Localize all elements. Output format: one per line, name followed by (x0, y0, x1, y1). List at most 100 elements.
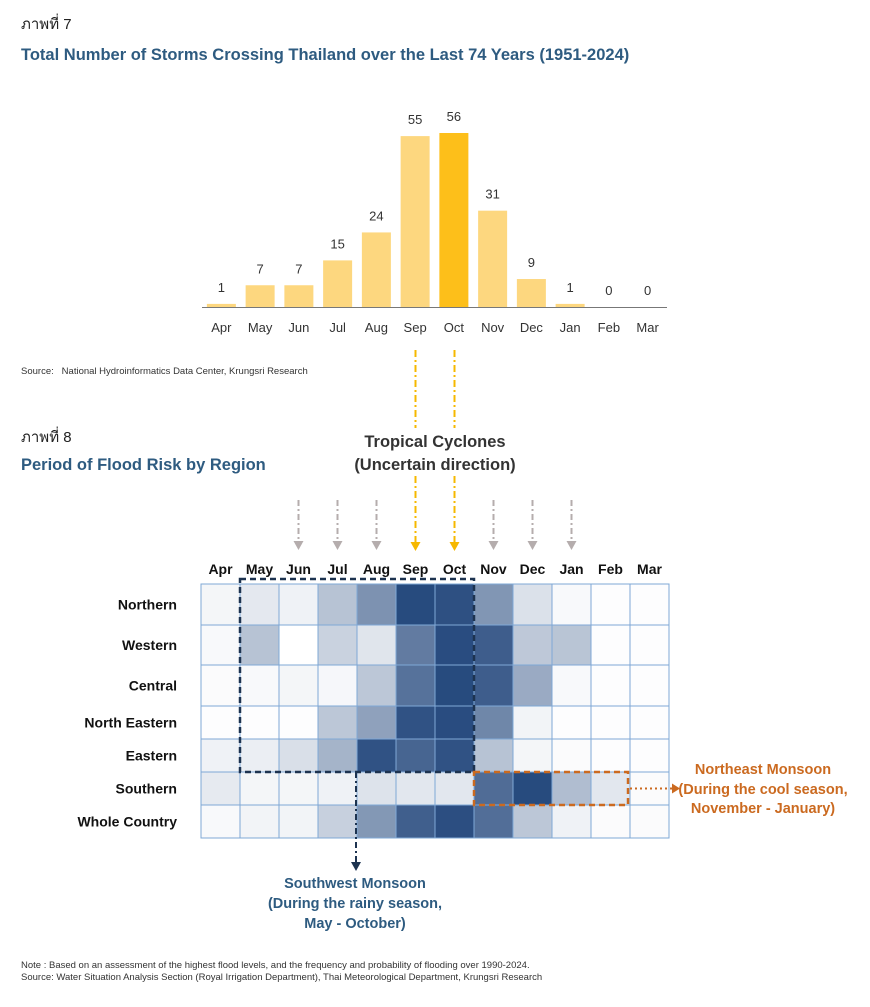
bar-value-label: 0 (605, 283, 612, 298)
heatmap-cell (395, 771, 436, 806)
heatmap-cell (629, 583, 670, 626)
bar-category-label: Nov (481, 320, 505, 335)
heatmap-cell (590, 664, 631, 707)
heatmap-cell (512, 804, 553, 839)
heatmap-cell (278, 738, 319, 773)
bar-dec (516, 279, 546, 307)
heatmap-cell (512, 624, 553, 666)
figure7-source-prefix: Source: (21, 366, 54, 377)
heatmap-cell (473, 804, 514, 839)
heatmap-cell (200, 624, 241, 666)
heatmap-cell (629, 738, 670, 773)
heatmap-cell (200, 664, 241, 707)
heatmap-cell (473, 664, 514, 707)
heatmap-row-label: North Eastern (84, 715, 177, 731)
figure7-label: ภาพที่ 7 (21, 16, 72, 33)
storm-bar-chart: 1 Apr 7 May 7 Jun 15 Jul 24 Aug 55 Sep 56 Oct 31 Nov 9 De… (202, 109, 667, 335)
heatmap-cell (278, 705, 319, 740)
figure8-note: Note : Based on an assessment of the hig… (21, 960, 530, 971)
heatmap-column-label: Nov (480, 561, 507, 577)
bar-category-label: Sep (404, 320, 427, 335)
heatmap-cell (317, 738, 358, 773)
northeast-monsoon-arrow-head (672, 783, 680, 794)
bar-value-label: 7 (257, 261, 264, 276)
heatmap-cell (629, 624, 670, 666)
heatmap-cell (473, 738, 514, 773)
heatmap-cell (512, 583, 553, 626)
bar-value-label: 15 (330, 236, 344, 251)
heatmap-row-label: Southern (116, 781, 177, 797)
heatmap-row-label: Whole Country (77, 814, 177, 830)
heatmap-row-label: Central (129, 678, 177, 694)
heatmap-cell (317, 624, 358, 666)
heatmap-cell (356, 738, 397, 773)
figure8-title: Period of Flood Risk by Region (21, 456, 266, 474)
bar-value-label: 1 (218, 280, 225, 295)
grey-arrow-jan-head (566, 541, 577, 550)
heatmap-cell (551, 771, 592, 806)
bar-category-label: Aug (365, 320, 388, 335)
bar-category-label: May (248, 320, 273, 335)
tropical-cyclones-subtitle: (Uncertain direction) (354, 456, 515, 474)
heatmap-cell (551, 705, 592, 740)
bar-apr (206, 303, 236, 307)
heatmap-cell (395, 705, 436, 740)
heatmap-cell (551, 664, 592, 707)
heatmap-cell (200, 583, 241, 626)
bar-jan (555, 303, 585, 307)
heatmap-row-label: Northern (118, 597, 177, 613)
tropical-arrow-sep-head (410, 542, 421, 551)
heatmap-column-label: Mar (637, 561, 662, 577)
bar-category-label: Mar (636, 320, 659, 335)
bar-value-label: 24 (369, 208, 383, 223)
heatmap-cell (629, 664, 670, 707)
figure7-source-text: National Hydroinformatics Data Center, K… (61, 366, 308, 377)
heatmap-column-label: Feb (598, 561, 623, 577)
heatmap-cell (473, 705, 514, 740)
bar-value-label: 0 (644, 283, 651, 298)
heatmap-cell (356, 705, 397, 740)
sw-monsoon-line3: May - October) (304, 916, 406, 932)
northeast-monsoon-box (472, 770, 630, 807)
heatmap-cell (590, 583, 631, 626)
bar-value-label: 55 (408, 112, 422, 127)
heatmap-cell (434, 705, 475, 740)
heatmap-cell (512, 738, 553, 773)
bar-sep (400, 136, 430, 307)
heatmap-cell (200, 705, 241, 740)
heatmap-cell (395, 738, 436, 773)
bar-jul (323, 260, 353, 307)
grey-arrow-jul-head (332, 541, 343, 550)
bar-category-label: Apr (211, 320, 232, 335)
heatmap-column-label: May (246, 561, 273, 577)
heatmap-cell (200, 771, 241, 806)
heatmap-cell (239, 705, 280, 740)
heatmap-cell (629, 705, 670, 740)
heatmap-cell (200, 738, 241, 773)
bar-value-label: 1 (567, 280, 574, 295)
heatmap-cell (590, 804, 631, 839)
heatmap-cell (551, 583, 592, 626)
heatmap-column-label: Sep (403, 561, 429, 577)
heatmap-column-label: Jul (327, 561, 347, 577)
bar-value-label: 31 (485, 187, 499, 202)
heatmap-cell (200, 804, 241, 839)
heatmap-cell (434, 738, 475, 773)
heatmap-cell (473, 583, 514, 626)
heatmap-cell (356, 624, 397, 666)
bar-value-label: 56 (447, 109, 461, 124)
ne-monsoon-line2: (During the cool season, (678, 782, 847, 798)
heatmap-cell (317, 705, 358, 740)
tropical-arrow-oct-head (449, 542, 460, 551)
heatmap-cell (434, 664, 475, 707)
bar-category-label: Jun (288, 320, 309, 335)
heatmap-cell (239, 771, 280, 806)
heatmap-cell (590, 624, 631, 666)
grey-arrow-dec-head (527, 541, 538, 550)
heatmap-cell (317, 804, 358, 839)
heatmap-cell (317, 583, 358, 626)
heatmap-column-label: Aug (363, 561, 390, 577)
ne-monsoon-line3: November - January) (691, 801, 835, 817)
heatmap-cell (356, 804, 397, 839)
